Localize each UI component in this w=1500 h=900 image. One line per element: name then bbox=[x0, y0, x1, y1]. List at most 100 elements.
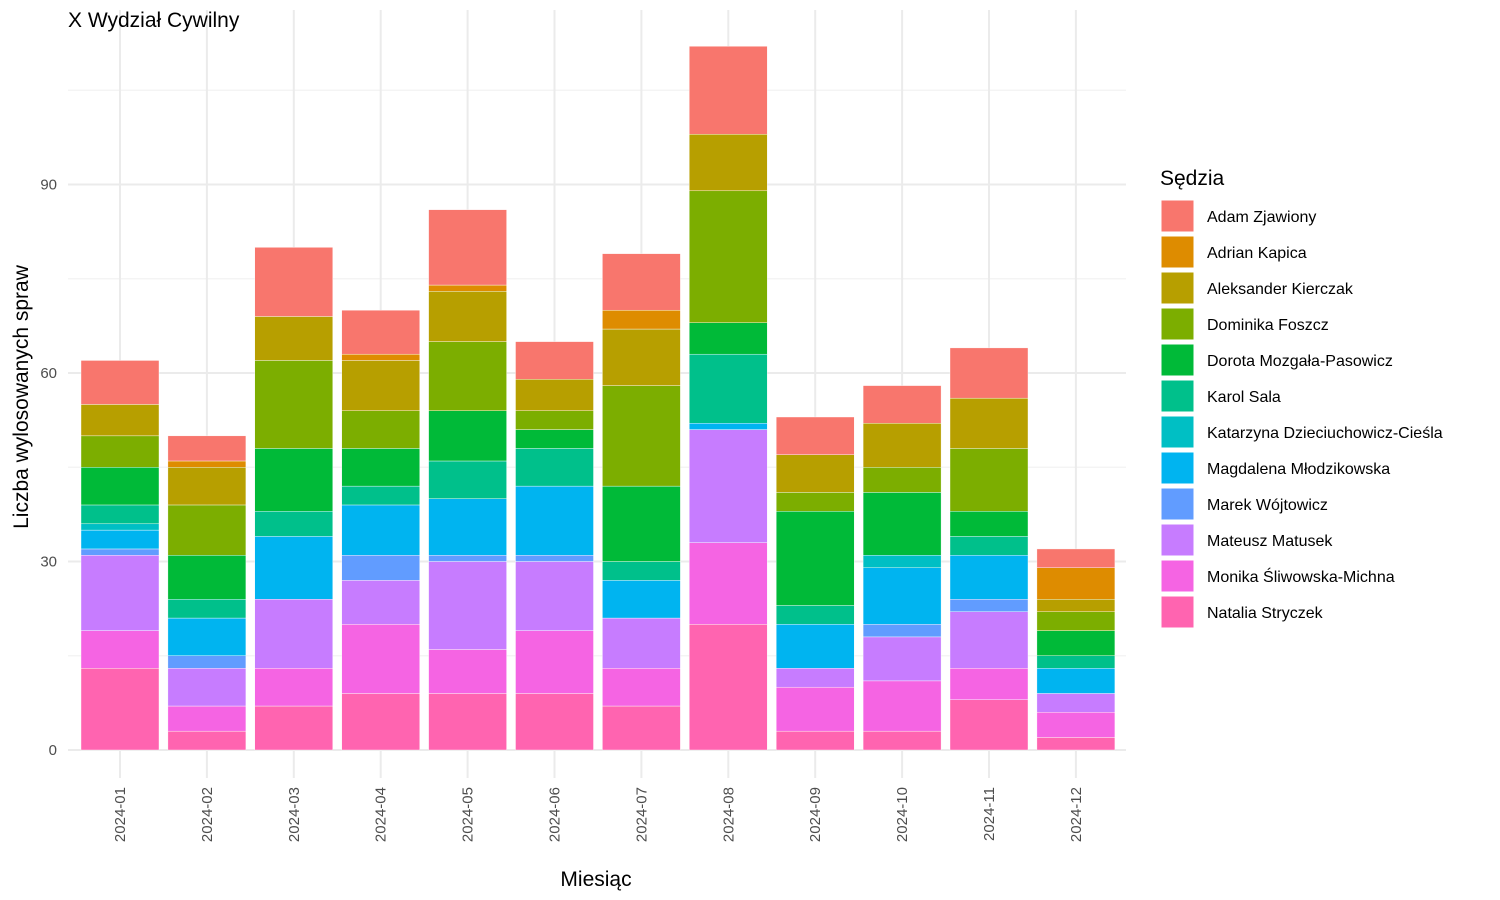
bars bbox=[80, 46, 1116, 751]
bar-segment bbox=[949, 511, 1029, 537]
bar-segment bbox=[862, 423, 942, 468]
bar-segment bbox=[862, 636, 942, 682]
bar-segment bbox=[167, 730, 247, 751]
bar-segment bbox=[254, 511, 334, 537]
bar-segment bbox=[80, 360, 160, 405]
bar-segment bbox=[949, 699, 1029, 751]
bar-segment bbox=[341, 410, 420, 449]
legend-label: Magdalena Młodzikowska bbox=[1207, 461, 1390, 478]
bar-segment bbox=[776, 511, 855, 606]
legend-label: Karol Sala bbox=[1207, 389, 1281, 406]
bar-segment bbox=[1036, 655, 1116, 669]
bar-segment bbox=[80, 529, 160, 550]
bar-segment bbox=[776, 492, 855, 512]
legend-key bbox=[1160, 595, 1195, 629]
bar-segment bbox=[1036, 567, 1116, 600]
bar-segment bbox=[602, 485, 681, 562]
bar-segment bbox=[428, 460, 507, 499]
legend-key bbox=[1160, 379, 1195, 413]
bar-segment bbox=[80, 548, 160, 556]
bar-segment bbox=[167, 655, 247, 669]
legend-key bbox=[1160, 271, 1195, 305]
bar-segment bbox=[949, 536, 1029, 556]
bar-segment bbox=[341, 580, 420, 625]
x-tick-label: 2024-03 bbox=[286, 787, 303, 842]
chart-title: X Wydział Cywilny bbox=[68, 9, 240, 32]
legend-key bbox=[1160, 451, 1195, 485]
bar-segment bbox=[167, 460, 247, 468]
bar-segment bbox=[254, 705, 334, 751]
legend-label: Mateusz Matusek bbox=[1207, 533, 1333, 550]
x-tick-label: 2024-12 bbox=[1068, 787, 1085, 842]
bar-segment bbox=[428, 498, 507, 556]
x-tick-label: 2024-07 bbox=[633, 787, 650, 842]
bar-segment bbox=[254, 360, 334, 449]
bar-segment bbox=[254, 536, 334, 600]
legend-label: Adrian Kapica bbox=[1207, 245, 1307, 262]
y-tick-label: 0 bbox=[49, 742, 57, 759]
bar-segment bbox=[776, 730, 855, 751]
legend-key bbox=[1160, 307, 1195, 341]
x-tick-label: 2024-02 bbox=[199, 787, 216, 842]
x-tick-label: 2024-05 bbox=[460, 787, 477, 842]
bar-segment bbox=[602, 668, 681, 707]
legend-label: Monika Śliwowska-Michna bbox=[1207, 567, 1395, 586]
bar-segment bbox=[341, 624, 420, 694]
y-axis-title: Liczba wylosowanych spraw bbox=[10, 264, 33, 529]
bar-segment bbox=[80, 668, 160, 751]
x-tick-label: 2024-10 bbox=[894, 787, 911, 842]
x-axis-ticks: 2024-01 2024-02 2024-03 2024-04 2024-05 2024-… bbox=[112, 787, 1085, 842]
bar-segment bbox=[949, 347, 1029, 399]
bar-segment bbox=[341, 360, 420, 411]
bar-segment bbox=[862, 567, 942, 625]
bar-segment bbox=[1036, 548, 1116, 568]
bar-segment bbox=[689, 190, 768, 323]
bar-segment bbox=[689, 423, 768, 430]
bar-segment bbox=[167, 705, 247, 732]
bar-segment bbox=[428, 649, 507, 694]
bar-segment bbox=[776, 668, 855, 688]
bar-segment bbox=[428, 410, 507, 462]
x-tick-label: 2024-04 bbox=[373, 787, 390, 842]
bar-segment bbox=[341, 693, 420, 751]
bar-segment bbox=[341, 448, 420, 487]
bar-segment bbox=[515, 485, 594, 556]
bar-segment bbox=[949, 599, 1029, 612]
bar-segment bbox=[949, 448, 1029, 512]
bar-segment bbox=[862, 680, 942, 732]
bar-segment bbox=[776, 454, 855, 493]
x-tick-label: 2024-11 bbox=[981, 787, 998, 841]
bar-segment bbox=[776, 624, 855, 669]
x-tick-label: 2024-09 bbox=[807, 787, 824, 842]
bar-segment bbox=[1036, 668, 1116, 694]
bar-segment bbox=[341, 353, 420, 361]
bar-segment bbox=[862, 555, 942, 568]
bar-segment bbox=[167, 599, 247, 619]
legend-key bbox=[1160, 199, 1195, 233]
bar-segment bbox=[776, 686, 855, 732]
legend-label: Katarzyna Dzieciuchowicz-Cieśla bbox=[1207, 425, 1443, 442]
bar-segment bbox=[515, 630, 594, 694]
bar-segment bbox=[949, 397, 1029, 449]
bar-segment bbox=[167, 617, 247, 656]
x-tick-label: 2024-01 bbox=[112, 787, 129, 842]
legend-label: Dominika Foszcz bbox=[1207, 317, 1329, 334]
bar-segment bbox=[80, 404, 160, 437]
bar-segment bbox=[602, 385, 681, 487]
bar-segment bbox=[776, 605, 855, 625]
bar-segment bbox=[80, 630, 160, 669]
bar-segment bbox=[689, 46, 768, 135]
bar-segment bbox=[254, 448, 334, 512]
bar-segment bbox=[1036, 737, 1116, 751]
bar-segment bbox=[689, 134, 768, 192]
legend-label: Aleksander Kierczak bbox=[1207, 281, 1354, 298]
y-tick-label: 90 bbox=[40, 177, 57, 194]
legend-label: Dorota Mozgała-Pasowicz bbox=[1207, 353, 1393, 370]
bar-segment bbox=[515, 561, 594, 631]
bar-segment bbox=[341, 555, 420, 581]
bar-segment bbox=[602, 705, 681, 751]
bar-segment bbox=[689, 542, 768, 625]
legend-title: Sędzia bbox=[1160, 167, 1225, 190]
bar-segment bbox=[1036, 712, 1116, 738]
bar-segment bbox=[949, 611, 1029, 669]
